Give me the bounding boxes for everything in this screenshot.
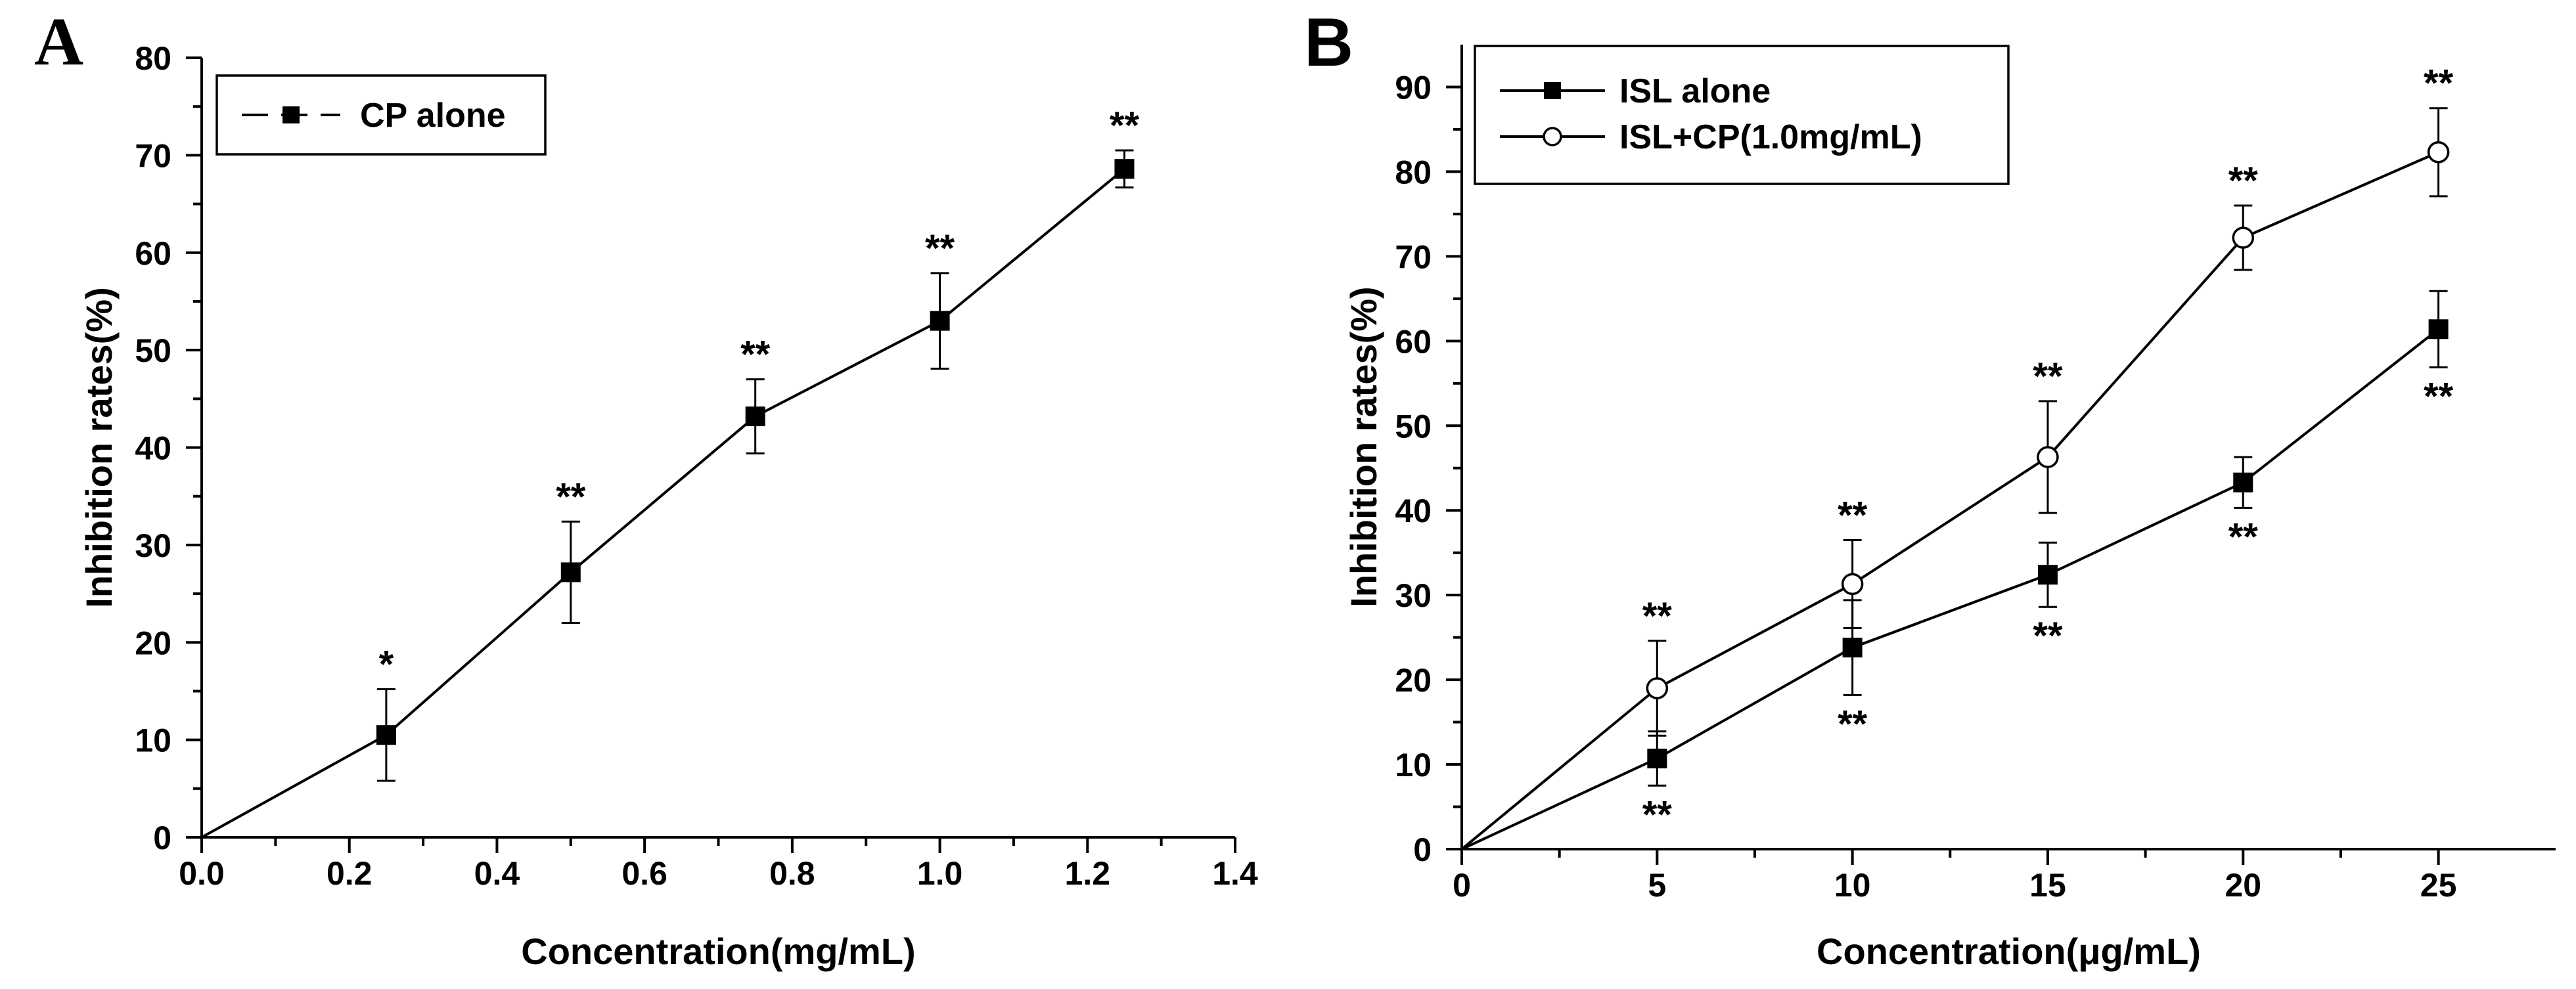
chart-panel-a: A 0.0 0.2 0.4 0.6 0.8 1.0 1.2 1.4 0 10 20 30 40 50 60 7… [34, 4, 1258, 972]
data-point [2037, 565, 2058, 585]
legend-marker [282, 106, 300, 123]
y-axis-label: Inhibition rates(%) [78, 287, 120, 607]
significance-label: ** [1642, 793, 1673, 836]
panel-letter-a: A [34, 4, 83, 79]
legend-label: ISL+CP(1.0mg/mL) [1619, 118, 1922, 156]
x-tick-label: 20 [2225, 867, 2261, 904]
data-point [930, 311, 950, 331]
y-tick-label: 50 [1395, 408, 1432, 445]
legend-marker [1543, 127, 1562, 146]
y-tick-label: 0 [1413, 831, 1432, 868]
y-tick-label: 80 [1395, 154, 1432, 190]
significance-label: ** [2033, 355, 2063, 398]
y-tick-label: 60 [1395, 323, 1432, 360]
significance-label: ** [2033, 615, 2063, 657]
significance-label: * [379, 643, 394, 686]
y-axis-label: Inhibition rates(%) [1343, 286, 1384, 607]
y-tick-label: 90 [1395, 69, 1432, 106]
x-tick-label: 5 [1648, 867, 1666, 904]
y-tick-label: 0 [153, 820, 171, 856]
significance-label: ** [2424, 375, 2454, 418]
legend-label: ISL alone [1619, 72, 1771, 110]
y-tick-label: 40 [1395, 493, 1432, 529]
significance-label: ** [1642, 595, 1673, 638]
y-tick-label: 40 [135, 430, 171, 467]
series-2: ** ** ** ** ** [1460, 62, 2454, 850]
data-point [2037, 446, 2059, 468]
significance-label: ** [556, 475, 586, 518]
y-tick-label: 30 [1395, 577, 1432, 614]
y-tick-label: 60 [135, 235, 171, 272]
data-point [2427, 141, 2450, 164]
y-tick-label: 50 [135, 332, 171, 369]
significance-label: ** [1838, 494, 1868, 537]
x-tick-label: 0.8 [769, 855, 815, 892]
significance-label: ** [2228, 160, 2259, 202]
x-tick-label: 0.2 [327, 855, 373, 892]
y-tick-label: 30 [135, 527, 171, 564]
y-tick-label: 70 [1395, 238, 1432, 275]
data-point [2428, 319, 2449, 340]
significance-label: ** [1110, 104, 1140, 147]
x-axis-label: Concentration(mg/mL) [521, 931, 915, 972]
data-point [560, 562, 581, 582]
x-tick-label: 0.0 [179, 855, 225, 892]
y-tick-label: 10 [1395, 747, 1432, 783]
x-tick-label: 0 [1453, 867, 1471, 904]
legend: ISL alone ISL+CP(1.0mg/mL) [1474, 45, 2010, 185]
series-line [1460, 150, 2439, 850]
data-point [1646, 677, 1669, 699]
significance-label: ** [1838, 703, 1868, 745]
x-tick-label: 10 [1834, 867, 1871, 904]
data-point [745, 407, 765, 427]
y-tick-label: 10 [135, 722, 171, 759]
x-tick-label: 1.2 [1065, 855, 1111, 892]
x-axis-label: Concentration(μg/mL) [1817, 931, 2201, 972]
y-tick-label: 20 [135, 625, 171, 661]
series-line [1461, 328, 2439, 850]
significance-label: ** [740, 334, 771, 376]
significance-label: ** [2228, 516, 2259, 558]
panel-letter-b: B [1304, 5, 1353, 81]
x-tick-label: 15 [2029, 867, 2066, 904]
significance-label: ** [925, 227, 955, 270]
x-tick-label: 1.4 [1212, 855, 1258, 892]
series-line [201, 167, 1125, 839]
x-tick-label: 0.6 [621, 855, 667, 892]
legend-label: CP alone [360, 97, 506, 135]
data-point [376, 725, 396, 745]
series-1: ** ** ** ** ** [1461, 290, 2454, 850]
data-point [1842, 638, 1863, 658]
legend-box [1474, 45, 2010, 185]
data-point [1114, 159, 1135, 179]
legend-marker [1544, 82, 1561, 99]
y-tick-label: 70 [135, 137, 171, 174]
x-tick-label: 1.0 [917, 855, 963, 892]
chart-panel-b: B 0 5 10 15 20 25 0 10 20 30 40 50 60 70 80 90 Concentra… [1304, 5, 2556, 972]
legend: CP alone [215, 74, 547, 156]
x-tick-label: 0.4 [474, 855, 520, 892]
legend-box [215, 74, 547, 156]
x-tick-label: 25 [2420, 867, 2457, 904]
series-1: ********* [201, 104, 1140, 839]
significance-label: ** [2424, 62, 2454, 105]
y-tick-label: 80 [135, 40, 171, 77]
data-point [2232, 227, 2255, 249]
y-tick-label: 20 [1395, 662, 1432, 699]
data-point [1841, 573, 1864, 596]
data-point [2233, 472, 2253, 493]
data-point [1647, 749, 1667, 769]
